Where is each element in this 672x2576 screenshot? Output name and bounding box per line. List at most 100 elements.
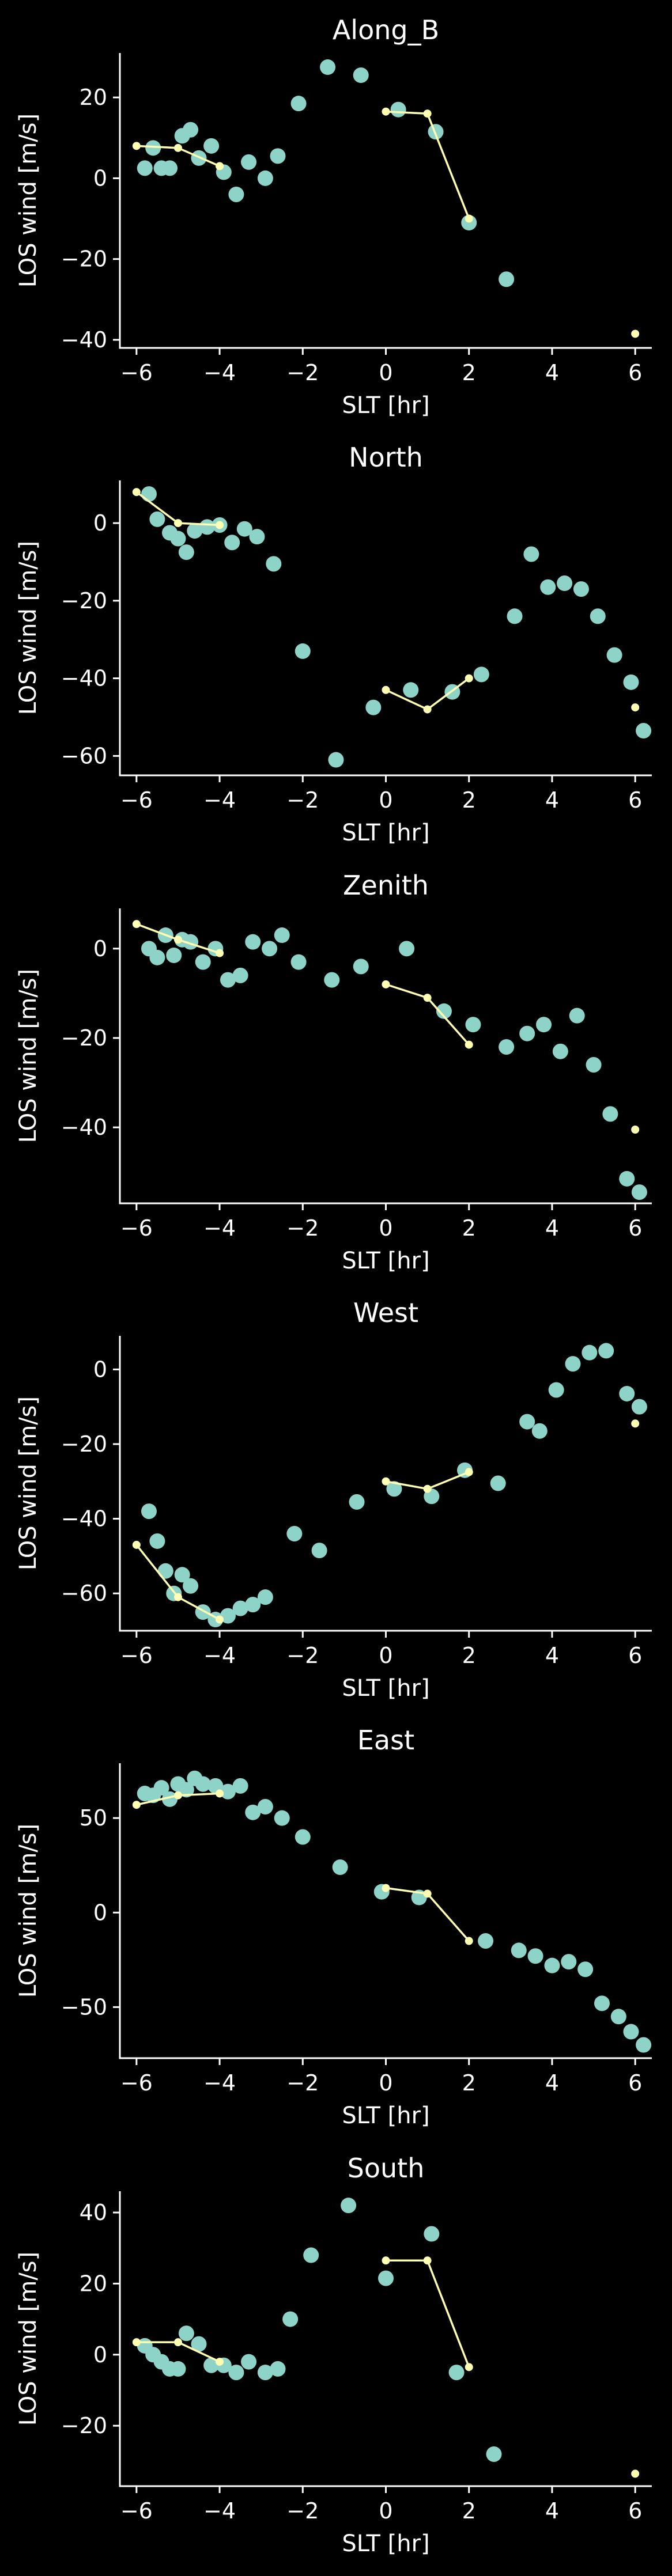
y-tick-label: −20 (61, 247, 107, 272)
line-marker (382, 980, 390, 988)
scatter-point (257, 2365, 273, 2381)
y-axis-label: LOS wind [m/s] (15, 541, 41, 715)
scatter-point (531, 1423, 548, 1439)
line-marker (465, 2363, 473, 2372)
scatter-point (390, 101, 406, 118)
scatter-point (573, 581, 589, 597)
scatter-point (610, 2009, 626, 2025)
scatter-point (577, 1961, 594, 1978)
scatter-point (365, 699, 382, 715)
scatter-point (295, 643, 311, 659)
scatter-point (582, 1344, 598, 1361)
line-marker (173, 519, 182, 528)
line-marker (382, 2256, 390, 2265)
line-marker (132, 1801, 141, 1809)
line-marker (631, 2469, 640, 2478)
panel-title: Along_B (333, 14, 439, 46)
x-tick-label: −4 (203, 787, 236, 813)
line-marker (173, 1791, 182, 1800)
panel-title: West (353, 1297, 418, 1328)
line-marker (423, 109, 432, 118)
scatter-point (178, 2325, 194, 2342)
y-tick-label: −20 (61, 588, 107, 613)
scatter-point (270, 2361, 286, 2377)
line-marker (631, 329, 640, 338)
y-axis-label: LOS wind [m/s] (15, 1396, 41, 1570)
scatter-point (320, 59, 336, 75)
scatter-point (519, 1025, 535, 1041)
scatter-point (540, 579, 556, 595)
y-tick-label: 0 (93, 936, 107, 961)
x-tick-label: −6 (120, 787, 153, 813)
line-marker (173, 1593, 182, 1601)
line-marker (173, 2338, 182, 2347)
y-axis-label: LOS wind [m/s] (15, 113, 41, 287)
scatter-point (436, 1003, 452, 1019)
scatter-point (149, 511, 165, 527)
scatter-point (386, 1481, 402, 1497)
scatter-point (257, 1798, 273, 1814)
scatter-point (137, 160, 153, 176)
scatter-point (428, 124, 444, 140)
scatter-point (282, 2311, 299, 2327)
x-tick-label: 4 (545, 2070, 559, 2096)
panel-east: East −6 −4 −2 0 2 4 6 −50 0 50 SLT [hr] LOS wind [m/… (15, 1725, 652, 2129)
scatter-point (232, 1600, 248, 1616)
scatter-point (353, 959, 369, 975)
line-marker (423, 2256, 432, 2265)
scatter-point (378, 2270, 394, 2286)
scatter-point (594, 1995, 610, 2011)
x-axis-label: SLT [hr] (342, 2530, 429, 2557)
scatter-point (220, 1783, 236, 1800)
scatter-point (286, 1525, 303, 1541)
line-marker (132, 920, 141, 929)
x-tick-label: 2 (462, 2498, 476, 2524)
scatter-point (536, 1017, 552, 1033)
scatter-point (519, 1414, 535, 1430)
line-marker (382, 1477, 390, 1486)
scatter-point (149, 949, 165, 965)
y-tick-label: −40 (61, 1506, 107, 1532)
y-axis-label: LOS wind [m/s] (15, 1824, 41, 1998)
x-tick-label: 6 (628, 1215, 642, 1241)
y-tick-label: −50 (61, 1994, 107, 2020)
x-tick-label: 2 (462, 2070, 476, 2096)
scatter-point (569, 1007, 585, 1024)
panel-title: North (349, 442, 423, 473)
scatter-point (178, 544, 194, 560)
scatter-point (565, 1356, 581, 1372)
x-tick-label: 6 (628, 2070, 642, 2096)
scatter-point (619, 1170, 635, 1187)
line-marker (216, 2358, 224, 2366)
x-axis-label: SLT [hr] (342, 820, 429, 846)
x-tick-label: 6 (628, 1643, 642, 1668)
scatter-point (257, 1589, 273, 1605)
scatter-point (486, 2446, 502, 2462)
line-marker (465, 1937, 473, 1945)
scatter-point (586, 1057, 602, 1073)
x-tick-label: −6 (120, 2498, 153, 2524)
scatter-point (232, 1778, 248, 1794)
scatter-point (290, 954, 307, 970)
scatter-point (631, 1184, 647, 1200)
scatter-point (602, 1106, 618, 1122)
scatter-point (228, 2365, 244, 2381)
x-tick-label: −2 (286, 360, 319, 385)
line-marker (382, 107, 390, 116)
scatter-point (511, 1942, 527, 1958)
scatter-point (162, 1791, 178, 1807)
x-tick-label: 2 (462, 1215, 476, 1241)
scatter-point (473, 666, 489, 683)
y-axis-label: LOS wind [m/s] (15, 2252, 41, 2426)
x-tick-label: 0 (379, 360, 392, 385)
line-marker (423, 705, 432, 714)
y-tick-label: 50 (80, 1805, 107, 1831)
panel-title: East (357, 1725, 414, 1756)
line-marker (465, 214, 473, 223)
line-marker (465, 1040, 473, 1049)
x-tick-label: −4 (203, 1643, 236, 1668)
scatter-point (295, 1829, 311, 1845)
scatter-point (490, 1475, 506, 1491)
